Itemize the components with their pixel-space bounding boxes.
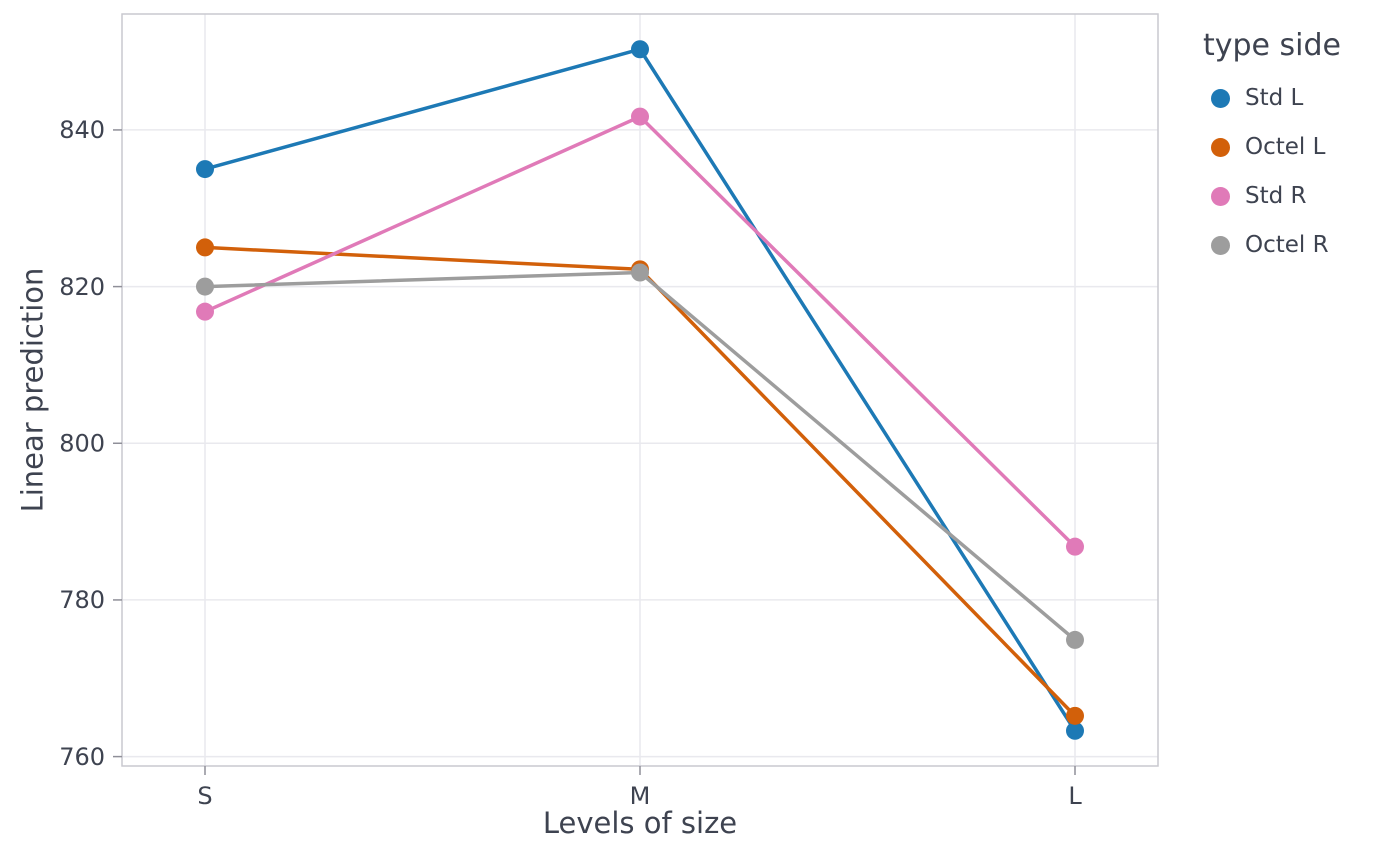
series-point-std-l xyxy=(631,40,649,59)
legend-item-std-l: Std L xyxy=(1211,85,1341,111)
series-point-std-l xyxy=(196,160,214,179)
series-point-octel-l xyxy=(1066,706,1084,725)
legend-marker-std-l xyxy=(1211,88,1230,108)
y-tick-label: 780 xyxy=(59,586,105,614)
legend-marker-std-r xyxy=(1211,186,1230,206)
series-point-std-r xyxy=(1066,537,1084,556)
legend-item-octel-r: Octel R xyxy=(1211,232,1341,258)
legend-items: Std L Octel L Std R Octel R xyxy=(1203,85,1341,258)
y-tick-label: 840 xyxy=(59,116,105,144)
y-tick-label: 760 xyxy=(59,743,105,771)
series-point-octel-r xyxy=(631,263,649,282)
series-point-octel-l xyxy=(196,238,214,257)
legend-item-label: Std L xyxy=(1245,85,1304,111)
legend-item-label: Octel L xyxy=(1245,134,1326,160)
x-axis-title: Levels of size xyxy=(542,806,738,840)
x-tick-label: M xyxy=(630,782,651,810)
x-tick-label: L xyxy=(1068,782,1082,810)
legend-item-octel-l: Octel L xyxy=(1211,134,1341,160)
series-point-octel-r xyxy=(196,277,214,296)
y-tick-label: 820 xyxy=(59,273,105,301)
series-point-std-r xyxy=(196,302,214,321)
y-tick-label: 800 xyxy=(59,429,105,457)
legend-marker-octel-r xyxy=(1211,235,1230,255)
legend-item-std-r: Std R xyxy=(1211,183,1341,209)
x-tick-label: S xyxy=(197,782,212,810)
legend-title: type side xyxy=(1203,28,1342,63)
legend: type side Std L Octel L Std R Octel R xyxy=(1203,28,1341,258)
series-point-std-r xyxy=(631,107,649,126)
legend-item-label: Std R xyxy=(1245,183,1307,209)
series-point-octel-r xyxy=(1066,630,1084,649)
legend-item-label: Octel R xyxy=(1245,232,1329,258)
legend-marker-octel-l xyxy=(1211,137,1230,157)
series-point-std-l xyxy=(1066,721,1084,740)
